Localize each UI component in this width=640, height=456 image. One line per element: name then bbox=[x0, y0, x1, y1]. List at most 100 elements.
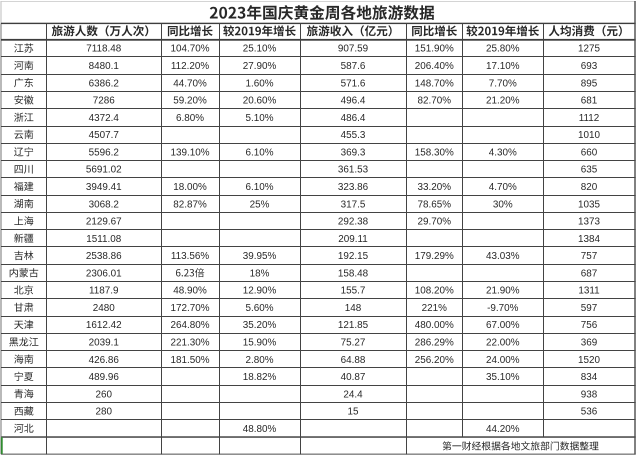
svg-text:24.4: 24.4 bbox=[343, 389, 363, 400]
svg-text:104.70%: 104.70% bbox=[171, 44, 210, 55]
svg-text:597: 597 bbox=[581, 303, 597, 314]
svg-text:82.87%: 82.87% bbox=[173, 199, 207, 210]
svg-text:30%: 30% bbox=[493, 199, 513, 210]
svg-text:587.6: 587.6 bbox=[341, 61, 366, 72]
svg-text:39.95%: 39.95% bbox=[243, 251, 277, 262]
svg-text:571.6: 571.6 bbox=[341, 78, 366, 89]
svg-text:681: 681 bbox=[581, 96, 598, 107]
svg-text:2039.1: 2039.1 bbox=[89, 338, 120, 349]
svg-text:40.87: 40.87 bbox=[341, 372, 366, 383]
svg-text:6.80%: 6.80% bbox=[176, 113, 204, 124]
svg-text:139.10%: 139.10% bbox=[171, 147, 210, 158]
svg-text:155.7: 155.7 bbox=[341, 286, 366, 297]
svg-text:48.90%: 48.90% bbox=[173, 286, 207, 297]
svg-text:260: 260 bbox=[96, 389, 113, 400]
svg-text:12.90%: 12.90% bbox=[243, 286, 277, 297]
svg-text:834: 834 bbox=[581, 372, 598, 383]
svg-text:938: 938 bbox=[581, 389, 598, 400]
svg-text:20.60%: 20.60% bbox=[243, 96, 277, 107]
svg-text:209.11: 209.11 bbox=[338, 234, 368, 245]
svg-text:27.90%: 27.90% bbox=[243, 61, 277, 72]
svg-text:6386.2: 6386.2 bbox=[89, 78, 119, 89]
svg-text:8480.1: 8480.1 bbox=[89, 61, 120, 72]
svg-text:221.30%: 221.30% bbox=[171, 338, 210, 349]
svg-text:756: 756 bbox=[581, 320, 598, 331]
svg-text:820: 820 bbox=[581, 182, 598, 193]
svg-text:486.4: 486.4 bbox=[341, 113, 366, 124]
svg-text:1187.9: 1187.9 bbox=[89, 286, 119, 297]
svg-text:221%: 221% bbox=[422, 303, 447, 314]
svg-text:5.60%: 5.60% bbox=[245, 303, 273, 314]
svg-text:18%: 18% bbox=[250, 268, 270, 279]
svg-text:1010: 1010 bbox=[578, 130, 600, 141]
svg-text:4.70%: 4.70% bbox=[489, 182, 517, 193]
svg-text:35.10%: 35.10% bbox=[486, 372, 520, 383]
svg-text:25%: 25% bbox=[250, 199, 270, 210]
svg-text:426.86: 426.86 bbox=[89, 355, 120, 366]
svg-text:21.90%: 21.90% bbox=[486, 286, 520, 297]
svg-text:48.80%: 48.80% bbox=[243, 424, 277, 435]
svg-text:1373: 1373 bbox=[578, 217, 600, 228]
svg-text:-9.70%: -9.70% bbox=[487, 303, 519, 314]
svg-text:635: 635 bbox=[581, 165, 598, 176]
svg-text:4.30%: 4.30% bbox=[489, 147, 517, 158]
svg-text:455.3: 455.3 bbox=[341, 130, 366, 141]
svg-text:82.70%: 82.70% bbox=[418, 96, 452, 107]
svg-text:317.5: 317.5 bbox=[341, 199, 366, 210]
svg-text:480.00%: 480.00% bbox=[415, 320, 454, 331]
svg-text:21.20%: 21.20% bbox=[486, 96, 520, 107]
svg-text:1275: 1275 bbox=[578, 44, 600, 55]
svg-text:323.86: 323.86 bbox=[338, 182, 369, 193]
svg-text:192.15: 192.15 bbox=[338, 251, 369, 262]
svg-text:660: 660 bbox=[581, 147, 598, 158]
svg-text:5596.2: 5596.2 bbox=[89, 147, 119, 158]
svg-text:121.85: 121.85 bbox=[338, 320, 369, 331]
svg-text:3068.2: 3068.2 bbox=[89, 199, 119, 210]
svg-text:108.20%: 108.20% bbox=[415, 286, 454, 297]
svg-text:7118.48: 7118.48 bbox=[86, 44, 121, 55]
svg-text:206.40%: 206.40% bbox=[415, 61, 454, 72]
svg-text:25.10%: 25.10% bbox=[243, 44, 277, 55]
svg-text:44.70%: 44.70% bbox=[173, 78, 207, 89]
svg-text:4372.4: 4372.4 bbox=[89, 113, 120, 124]
svg-text:1384: 1384 bbox=[578, 234, 600, 245]
svg-text:2129.67: 2129.67 bbox=[86, 217, 122, 228]
svg-text:369: 369 bbox=[581, 338, 598, 349]
svg-text:687: 687 bbox=[581, 268, 597, 279]
svg-text:6.10%: 6.10% bbox=[245, 147, 273, 158]
svg-text:361.53: 361.53 bbox=[338, 165, 369, 176]
svg-text:496.4: 496.4 bbox=[341, 96, 366, 107]
svg-text:64.88: 64.88 bbox=[341, 355, 366, 366]
svg-text:1035: 1035 bbox=[578, 199, 600, 210]
svg-text:2.80%: 2.80% bbox=[245, 355, 273, 366]
svg-text:1612.42: 1612.42 bbox=[86, 320, 122, 331]
svg-text:78.65%: 78.65% bbox=[418, 199, 452, 210]
svg-text:1520: 1520 bbox=[578, 355, 600, 366]
svg-text:158.30%: 158.30% bbox=[415, 147, 454, 158]
svg-text:112.20%: 112.20% bbox=[171, 61, 209, 72]
svg-text:292.38: 292.38 bbox=[338, 217, 369, 228]
svg-text:693: 693 bbox=[581, 61, 598, 72]
svg-text:286.29%: 286.29% bbox=[415, 338, 454, 349]
svg-text:907.59: 907.59 bbox=[338, 44, 369, 55]
svg-text:1511.08: 1511.08 bbox=[86, 234, 121, 245]
svg-text:148: 148 bbox=[345, 303, 362, 314]
svg-text:2480: 2480 bbox=[93, 303, 115, 314]
svg-text:7286: 7286 bbox=[93, 96, 115, 107]
svg-text:7.70%: 7.70% bbox=[489, 78, 517, 89]
svg-text:17.10%: 17.10% bbox=[486, 61, 520, 72]
svg-text:2306.01: 2306.01 bbox=[86, 268, 122, 279]
svg-text:67.00%: 67.00% bbox=[486, 320, 520, 331]
svg-text:181.50%: 181.50% bbox=[171, 355, 210, 366]
svg-text:1311: 1311 bbox=[578, 286, 600, 297]
svg-text:172.70%: 172.70% bbox=[171, 303, 210, 314]
svg-text:29.70%: 29.70% bbox=[418, 217, 452, 228]
svg-text:489.96: 489.96 bbox=[89, 372, 120, 383]
svg-text:113.56%: 113.56% bbox=[171, 251, 209, 262]
svg-text:280: 280 bbox=[96, 407, 113, 418]
svg-text:15.90%: 15.90% bbox=[243, 338, 277, 349]
svg-text:59.20%: 59.20% bbox=[173, 96, 207, 107]
svg-text:5691.02: 5691.02 bbox=[86, 165, 122, 176]
svg-text:15: 15 bbox=[348, 407, 359, 418]
svg-text:18.00%: 18.00% bbox=[173, 182, 207, 193]
